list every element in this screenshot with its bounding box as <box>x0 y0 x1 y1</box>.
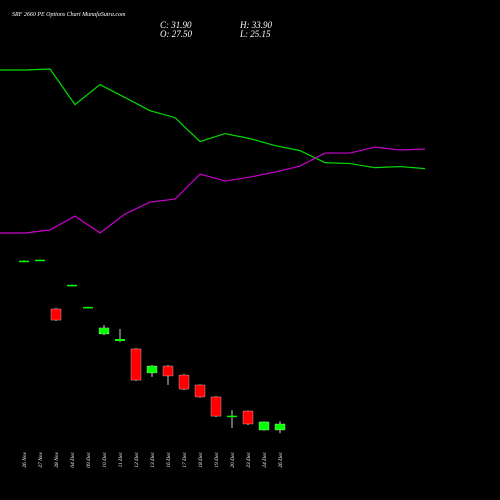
x-tick-label: 24 Dec <box>261 451 268 467</box>
candle-body <box>194 384 206 398</box>
info-close: C: 31.90 <box>160 20 192 30</box>
x-tick-label: 13 Dec <box>150 451 156 467</box>
candle-body <box>67 284 77 287</box>
candle-body <box>227 415 237 418</box>
info-open: O: 27.50 <box>160 29 192 39</box>
candle-body <box>35 259 45 262</box>
x-tick-label: 26 Dec <box>278 451 284 467</box>
x-tick-label: 23 Dec <box>246 451 252 467</box>
candle-body <box>50 308 62 321</box>
candle-body <box>146 365 158 374</box>
candle-body <box>210 396 222 417</box>
x-tick-label: 11 Dec <box>118 451 124 467</box>
candle-body <box>98 327 110 335</box>
x-tick-label: 28 Nov <box>54 451 60 467</box>
candle-body <box>19 260 29 263</box>
indicator-line <box>0 146 426 234</box>
candle-body <box>115 339 125 342</box>
candle-body <box>130 348 142 381</box>
candle-body <box>162 365 174 377</box>
x-tick-label: 20 Dec <box>230 451 236 467</box>
chart-title: SRF 2660 PE Options Chart MunafaSutra.co… <box>12 11 126 18</box>
info-low: L: 25.15 <box>239 29 271 39</box>
candle-body <box>83 306 93 309</box>
x-tick-label: 19 Dec <box>214 451 220 467</box>
x-tick-label: 10 Dec <box>102 451 108 467</box>
x-tick-label: 18 Dec <box>198 451 204 467</box>
x-tick-label: 09 Dec <box>86 451 92 467</box>
x-tick-label: 04 Dec <box>69 451 76 467</box>
indicator-line <box>0 68 426 170</box>
info-high: H: 33.90 <box>239 20 272 30</box>
x-tick-label: 27 Nov <box>38 451 44 467</box>
x-tick-label: 12 Dec <box>134 451 140 467</box>
candle-body <box>274 423 286 431</box>
x-tick-label: 26 Nov <box>22 451 28 467</box>
candle-body <box>258 421 270 431</box>
x-tick-label: 16 Dec <box>166 451 172 467</box>
x-tick-label: 17 Dec <box>182 451 188 467</box>
candle-body <box>178 374 190 390</box>
candle-body <box>242 410 254 425</box>
